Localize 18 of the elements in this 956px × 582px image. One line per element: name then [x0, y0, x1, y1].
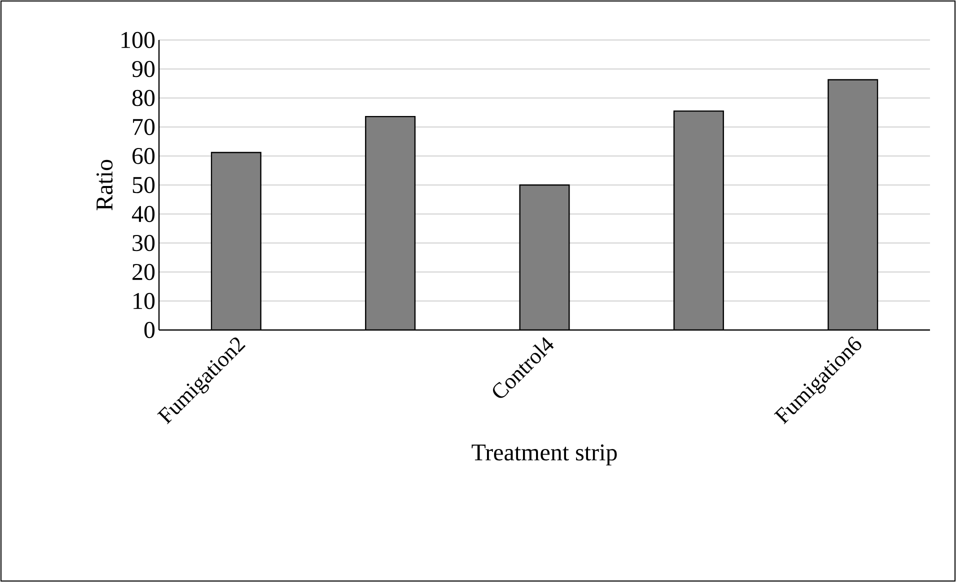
y-tick-label: 10: [134, 292, 155, 310]
x-axis-title: Treatment strip: [472, 444, 617, 466]
y-axis-title: Ratio: [96, 160, 113, 210]
y-tick-label: 0: [144, 322, 155, 338]
y-tick-label: 100: [122, 32, 155, 48]
y-tick-label: 20: [132, 264, 155, 280]
bar: [520, 185, 570, 330]
bar: [211, 152, 261, 330]
y-tick-label: 30: [132, 234, 155, 252]
y-tick-label: 70: [133, 118, 155, 136]
bar: [674, 111, 724, 330]
y-tick-label: 60: [132, 148, 155, 164]
y-tick-label: 40: [132, 206, 155, 222]
y-tick-label: 90: [132, 60, 155, 78]
y-tick-label: 80: [132, 90, 155, 106]
bar: [366, 116, 415, 330]
y-tick-label: 50: [132, 176, 155, 194]
bar: [828, 79, 878, 330]
